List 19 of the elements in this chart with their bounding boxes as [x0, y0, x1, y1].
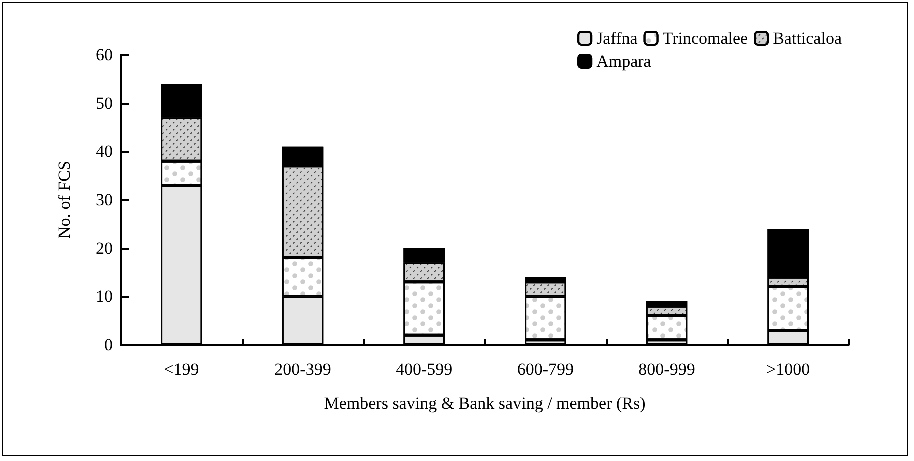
legend-label: Jaffna	[596, 29, 638, 48]
legend-label: Trincomalee	[662, 29, 748, 48]
x-axis-title: Members saving & Bank saving / member (Rs)	[324, 394, 646, 413]
y-tick-label: 30	[96, 190, 113, 210]
y-axis-title: No. of FCS	[55, 161, 74, 239]
y-tick-label: 60	[96, 46, 113, 64]
legend-label: Ampara	[596, 52, 652, 71]
x-tick-label: 200-399	[274, 360, 332, 379]
x-tick-label: <199	[164, 360, 200, 379]
y-tick-label: 40	[96, 142, 113, 162]
legend-label: Batticaloa	[773, 29, 842, 48]
y-tick-label: 0	[104, 336, 113, 354]
x-tick-label: 800-999	[638, 360, 696, 379]
x-tick-label: 400-599	[396, 360, 453, 379]
x-tick-label: 600-799	[517, 360, 574, 379]
x-tick-label: >1000	[766, 360, 810, 379]
y-tick-label: 20	[96, 238, 113, 258]
y-tick-label: 50	[96, 94, 113, 113]
y-tick-label: 10	[96, 287, 113, 306]
